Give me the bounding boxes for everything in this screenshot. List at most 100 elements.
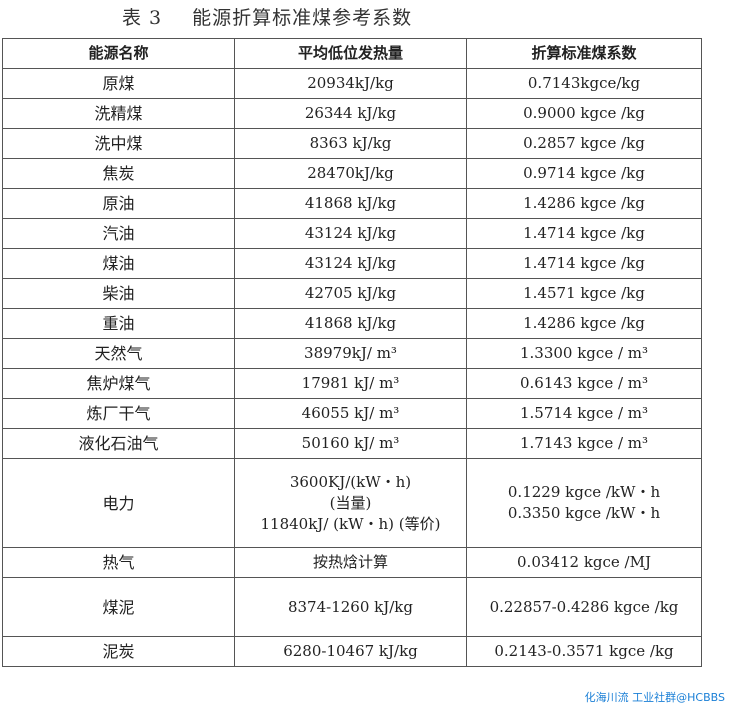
- heat-value-cell: 41868 kJ/kg: [234, 308, 467, 339]
- coefficient-cell: 0.9000 kgce /kg: [466, 98, 702, 129]
- coefficient-cell-line: 1.5714 kgce / m³: [519, 404, 649, 422]
- energy-name-cell: 汽油: [2, 218, 235, 249]
- table-row: 原油 41868 kJ/kg 1.4286 kgce /kg: [2, 188, 702, 219]
- coefficient-cell: 0.9714 kgce /kg: [466, 158, 702, 189]
- table-row: 液化石油气 50160 kJ/ m³ 1.7143 kgce / m³: [2, 428, 702, 459]
- energy-name-cell: 炼厂干气: [2, 398, 235, 429]
- coefficient-cell-line: 1.4286 kgce /kg: [523, 314, 645, 332]
- heat-value-cell: 50160 kJ/ m³: [234, 428, 467, 459]
- table-caption: 表 3 能源折算标准煤参考系数: [122, 3, 412, 30]
- coefficient-cell: 1.4286 kgce /kg: [466, 188, 702, 219]
- table-row: 汽油 43124 kJ/kg 1.4714 kgce /kg: [2, 218, 702, 249]
- energy-name-cell: 泥炭: [2, 636, 235, 667]
- heat-value-cell: 41868 kJ/kg: [234, 188, 467, 219]
- coefficient-cell: 1.5714 kgce / m³: [466, 398, 702, 429]
- energy-name-cell: 焦炭: [2, 158, 235, 189]
- coefficient-cell: 1.3300 kgce / m³: [466, 338, 702, 369]
- energy-name-cell: 柴油: [2, 278, 235, 309]
- energy-name-cell: 原煤: [2, 68, 235, 99]
- heat-value-cell-line: 按热焓计算: [312, 553, 388, 571]
- energy-name-cell: 热气: [2, 547, 235, 578]
- coefficient-cell: 0.7143kgce/kg: [466, 68, 702, 99]
- heat-value-cell-line: 11840kJ/ (kW・h) (等价): [260, 514, 441, 533]
- energy-name-cell: 电力: [2, 458, 235, 548]
- coefficient-cell-line: 0.7143kgce/kg: [527, 74, 641, 92]
- table-row: 天然气 38979kJ/ m³ 1.3300 kgce / m³: [2, 338, 702, 369]
- heat-value-cell: 17981 kJ/ m³: [234, 368, 467, 399]
- table-row: 煤泥 8374-1260 kJ/kg 0.22857-0.4286 kgce /kg: [2, 577, 702, 637]
- table-row: 焦炭 28470kJ/kg 0.9714 kgce /kg: [2, 158, 702, 189]
- energy-name-cell: 煤油: [2, 248, 235, 279]
- table-row: 柴油 42705 kJ/kg 1.4571 kgce /kg: [2, 278, 702, 309]
- energy-name-cell: 液化石油气: [2, 428, 235, 459]
- heat-value-cell: 3600KJ/(kW・h) (当量) 11840kJ/ (kW・h) (等价): [234, 458, 467, 548]
- energy-name-cell: 洗中煤: [2, 128, 235, 159]
- heat-value-cell-line: 8374-1260 kJ/kg: [287, 597, 414, 616]
- coefficient-cell: 0.6143 kgce / m³: [466, 368, 702, 399]
- heat-value-cell: 38979kJ/ m³: [234, 338, 467, 369]
- heat-value-cell: 26344 kJ/kg: [234, 98, 467, 129]
- table-row: 原煤 20934kJ/kg 0.7143kgce/kg: [2, 68, 702, 99]
- heat-value-cell-line: 8363 kJ/kg: [309, 134, 392, 152]
- heat-value-cell: 43124 kJ/kg: [234, 218, 467, 249]
- coefficient-cell-line: 0.2143-0.3571 kgce /kg: [494, 642, 674, 660]
- coefficient-cell: 1.4714 kgce /kg: [466, 248, 702, 279]
- coefficient-cell: 1.7143 kgce / m³: [466, 428, 702, 459]
- energy-name-cell: 煤泥: [2, 577, 235, 637]
- coefficient-cell: 1.4714 kgce /kg: [466, 218, 702, 249]
- coefficient-cell: 0.1229 kgce /kW・h 0.3350 kgce /kW・h: [466, 458, 702, 548]
- coefficient-cell: 0.22857-0.4286 kgce /kg: [466, 577, 702, 637]
- coefficient-cell-line: 0.9000 kgce /kg: [523, 104, 645, 122]
- watermark: 化海川流 工业社群@HCBBS: [582, 689, 727, 705]
- coefficient-cell-line: 1.4714 kgce /kg: [523, 254, 645, 272]
- heat-value-cell: 46055 kJ/ m³: [234, 398, 467, 429]
- table-row: 泥炭 6280-10467 kJ/kg 0.2143-0.3571 kgce /kg: [2, 636, 702, 667]
- coefficient-cell-line: 1.3300 kgce / m³: [519, 344, 649, 362]
- heat-value-cell-line: 28470kJ/kg: [307, 164, 394, 182]
- heat-value-cell-line: 50160 kJ/ m³: [301, 434, 400, 452]
- coefficient-cell-line: 0.1229 kgce /kW・h: [507, 483, 661, 501]
- coefficient-cell-line: 1.4714 kgce /kg: [523, 224, 645, 242]
- table-row: 焦炉煤气 17981 kJ/ m³ 0.6143 kgce / m³: [2, 368, 702, 399]
- coefficient-cell-line: 0.03412 kgce /MJ: [517, 553, 651, 571]
- heat-value-cell-line: 20934kJ/kg: [307, 74, 394, 92]
- heat-value-cell-line: 41868 kJ/kg: [304, 314, 397, 332]
- header-energy-name: 能源名称: [2, 38, 235, 69]
- coefficient-cell-line: 0.6143 kgce / m³: [519, 374, 649, 392]
- heat-value-cell: 28470kJ/kg: [234, 158, 467, 189]
- table-row: 热气 按热焓计算 0.03412 kgce /MJ: [2, 547, 702, 578]
- heat-value-cell-line: 17981 kJ/ m³: [301, 374, 400, 392]
- heat-value-cell: 8363 kJ/kg: [234, 128, 467, 159]
- header-coefficient: 折算标准煤系数: [466, 38, 702, 69]
- energy-name-cell: 洗精煤: [2, 98, 235, 129]
- coefficient-cell-line: 0.2857 kgce /kg: [523, 134, 645, 152]
- coefficient-cell: 1.4571 kgce /kg: [466, 278, 702, 309]
- energy-name-cell: 焦炉煤气: [2, 368, 235, 399]
- table-number: 表 3: [122, 7, 163, 29]
- table-row: 重油 41868 kJ/kg 1.4286 kgce /kg: [2, 308, 702, 339]
- coefficient-cell-line: 1.4571 kgce /kg: [523, 284, 645, 302]
- table-row: 煤油 43124 kJ/kg 1.4714 kgce /kg: [2, 248, 702, 279]
- coefficient-cell: 0.03412 kgce /MJ: [466, 547, 702, 578]
- heat-value-cell: 43124 kJ/kg: [234, 248, 467, 279]
- heat-value-cell-line: 46055 kJ/ m³: [301, 404, 400, 422]
- coefficient-cell: 0.2143-0.3571 kgce /kg: [466, 636, 702, 667]
- energy-name-cell: 重油: [2, 308, 235, 339]
- table-body: 原煤 20934kJ/kg 0.7143kgce/kg 洗精煤 26344 kJ/kg 0…: [2, 68, 702, 667]
- heat-value-cell: 20934kJ/kg: [234, 68, 467, 99]
- heat-value-cell-line: 6280-10467 kJ/kg: [283, 642, 418, 660]
- header-heat-value: 平均低位发热量: [234, 38, 467, 69]
- coefficient-cell-line: 0.22857-0.4286 kgce /kg: [489, 597, 679, 616]
- header-row: 能源名称 平均低位发热量 折算标准煤系数: [2, 38, 702, 69]
- heat-value-cell-line: 38979kJ/ m³: [304, 344, 397, 362]
- coefficient-cell: 0.2857 kgce /kg: [466, 128, 702, 159]
- heat-value-cell-line: 43124 kJ/kg: [304, 254, 397, 272]
- heat-value-cell: 按热焓计算: [234, 547, 467, 578]
- energy-conversion-table: 能源名称 平均低位发热量 折算标准煤系数 原煤 20934kJ/kg 0.7143k…: [2, 38, 702, 667]
- heat-value-cell-line: 43124 kJ/kg: [304, 224, 397, 242]
- coefficient-cell-line: 1.4286 kgce /kg: [523, 194, 645, 212]
- energy-name-cell: 原油: [2, 188, 235, 219]
- heat-value-cell-line: 41868 kJ/kg: [304, 194, 397, 212]
- energy-name-cell: 天然气: [2, 338, 235, 369]
- heat-value-cell: 6280-10467 kJ/kg: [234, 636, 467, 667]
